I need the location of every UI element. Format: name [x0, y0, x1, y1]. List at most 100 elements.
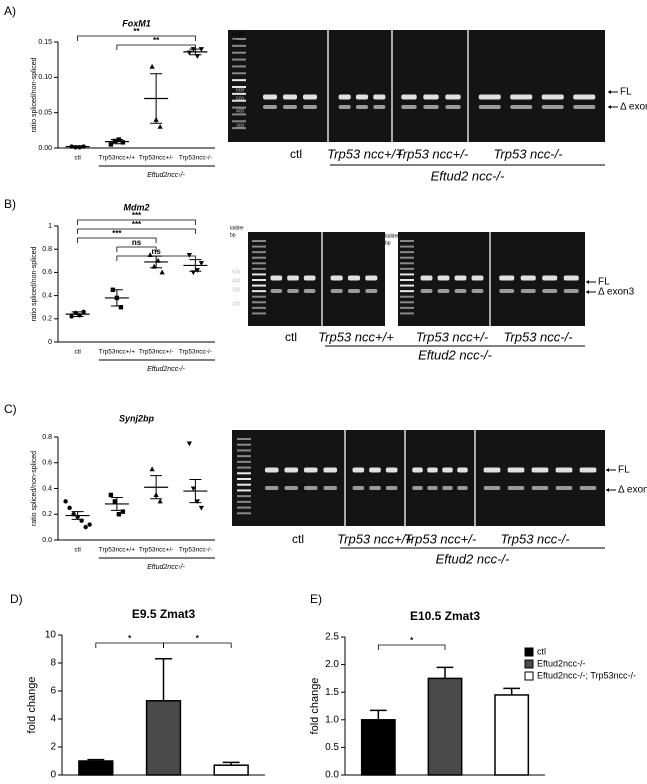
significance-label: * [410, 636, 414, 645]
group-label: Eftud2ncc-/- [147, 564, 185, 571]
data-point [159, 269, 165, 275]
arrow-head [608, 105, 611, 109]
gel-band [373, 94, 386, 100]
ladder-band [252, 251, 266, 254]
gel-band [427, 486, 438, 490]
data-point [116, 512, 122, 517]
ladder-band [237, 478, 251, 480]
ladder-label: ladder [385, 233, 399, 239]
gel-band [352, 486, 365, 490]
panel-label: E) [310, 592, 322, 606]
band-label: FL [598, 277, 610, 288]
band-label: FL [618, 465, 630, 476]
gel-band [499, 289, 515, 293]
data-point [194, 268, 200, 273]
x-tick-label: Trp53ncc-/- [179, 155, 212, 162]
gel-band [442, 467, 453, 473]
gel-image [248, 232, 385, 326]
lane-label: ctl [290, 147, 302, 161]
x-tick-label: Trp53ncc+/- [139, 349, 174, 356]
ladder-band [232, 58, 246, 61]
significance-label: ** [133, 27, 140, 36]
ladder-label: bp [232, 38, 238, 44]
x-tick-label: Trp53ncc-/- [179, 349, 212, 356]
ladder-band [400, 290, 414, 293]
ladder-band [252, 312, 266, 315]
gel-band [303, 275, 316, 281]
chart-title: FoxM1 [122, 18, 151, 28]
ladder-band [232, 79, 246, 82]
size-label: 600 [236, 87, 245, 93]
x-tick-label: Trp53ncc+/+ [99, 547, 135, 554]
bar [145, 700, 182, 776]
x-tick-label: Trp53ncc+/- [139, 155, 174, 162]
data-point [63, 499, 68, 504]
y-tick-label: 8 [50, 658, 56, 669]
ladder-band [232, 120, 246, 123]
ladder-band [237, 500, 251, 503]
gel-band [510, 94, 533, 100]
data-point [149, 63, 155, 69]
gel-band [471, 289, 484, 293]
gel-band [369, 486, 381, 490]
ladder-band [232, 92, 246, 95]
data-point [112, 138, 118, 144]
ladder-band [252, 279, 266, 281]
legend-swatch [524, 647, 534, 657]
gel-band [283, 105, 297, 109]
arrow-head [608, 90, 611, 94]
panel-label: D) [10, 592, 23, 606]
gel-band [454, 275, 467, 281]
y-tick-label: 0 [48, 339, 52, 346]
gel-band [457, 467, 468, 473]
ladder-band [252, 262, 266, 265]
gel-band [510, 105, 533, 109]
lane-label: ctl [285, 330, 297, 344]
y-tick-label: 0.6 [42, 269, 52, 276]
gel-band [507, 467, 525, 473]
significance-bracket [116, 246, 157, 252]
gel-band [471, 275, 484, 281]
gel-band [555, 467, 573, 473]
bar [494, 694, 530, 776]
gel-band [355, 94, 369, 100]
gel-band [270, 289, 283, 293]
significance-label: *** [112, 229, 122, 238]
data-point [108, 492, 114, 498]
ladder-band [400, 279, 414, 281]
significance-label: *** [132, 211, 142, 220]
band-label: Δ exon3 [598, 287, 635, 298]
ladder-band [237, 455, 251, 458]
y-tick-label: 4 [50, 714, 56, 725]
ladder-label: ladder [230, 225, 244, 231]
significance-bracket [116, 44, 196, 50]
ladder-band [237, 512, 251, 515]
ladder-band [232, 113, 246, 116]
gel-band [347, 289, 361, 293]
significance-label: * [128, 634, 132, 643]
group-label: Eftud2ncc-/- [147, 172, 185, 179]
lane-label: ctl [292, 532, 304, 546]
gel-band [264, 467, 279, 473]
ladder-band [232, 127, 246, 130]
y-tick-label: 0.10 [38, 74, 52, 81]
y-tick-label: 2.0 [325, 659, 339, 670]
x-tick-label: Trp53ncc+/- [139, 547, 174, 554]
y-tick-label: 0.6 [42, 460, 52, 467]
ladder-band [400, 256, 414, 259]
y-tick-label: 0.8 [42, 434, 52, 441]
ladder-band [400, 284, 414, 287]
lane-label: Trp53 ncc+/+ [327, 146, 403, 161]
y-tick-label: 6 [50, 686, 56, 697]
gel-image [228, 30, 605, 142]
gel-band [445, 94, 461, 100]
significance-bracket [163, 642, 232, 648]
gel-band [573, 94, 596, 100]
arrow-head [606, 488, 609, 492]
ladder-band [252, 301, 266, 304]
x-tick-label: ctl [74, 547, 81, 554]
gel-band [385, 486, 398, 490]
x-tick-label: ctl [74, 349, 81, 356]
chart-title: Mdm2 [123, 202, 149, 212]
size-label: 500 [236, 96, 245, 102]
